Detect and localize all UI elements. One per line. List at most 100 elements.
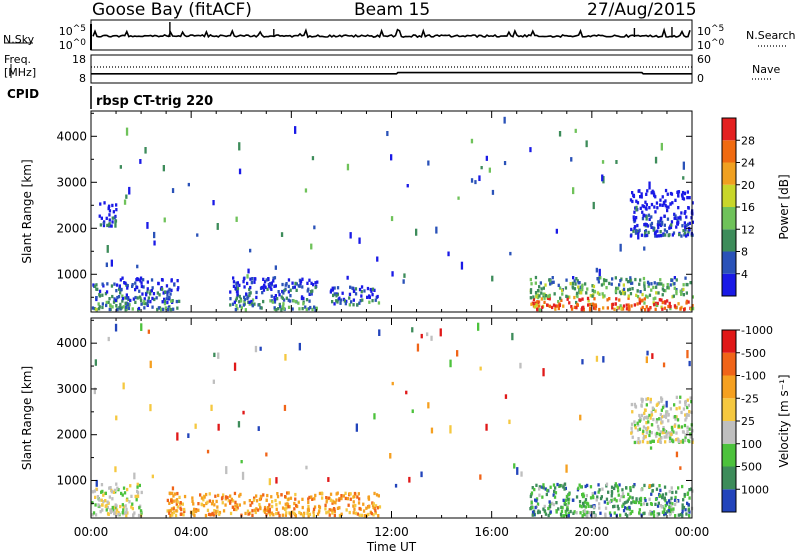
power-echo-cell — [331, 286, 334, 290]
power-echo-cell — [691, 201, 694, 205]
power-echo-cell — [659, 234, 663, 238]
velocity-echo-cell — [579, 414, 582, 421]
power-colorbar-segment — [722, 251, 736, 274]
velocity-echo-cell — [633, 483, 636, 487]
power-echo-cell — [311, 289, 314, 293]
power-echo-cell — [108, 297, 111, 301]
velocity-echo-cell — [263, 505, 267, 510]
velocity-echo-cell — [659, 430, 662, 434]
power-echo-cell — [666, 217, 670, 221]
velocity-echo-cell — [215, 499, 218, 504]
velocity-echo-cell — [625, 500, 628, 504]
power-echo-cell — [636, 295, 640, 299]
power-echo-cell — [248, 302, 251, 306]
power-echo-cell — [566, 297, 569, 301]
velocity-echo-cell — [686, 350, 689, 359]
power-echo-cell — [111, 305, 114, 309]
power-echo-cell — [113, 297, 116, 301]
power-echo-cell — [165, 297, 168, 301]
power-colorbar-tick-label: 20 — [741, 179, 755, 192]
power-echo-cell — [572, 276, 575, 280]
velocity-echo-cell — [551, 501, 554, 505]
power-echo-cell — [599, 276, 602, 280]
velocity-echo-cell — [183, 509, 186, 513]
velocity-echo-cell — [535, 497, 539, 501]
velocity-echo-cell — [293, 511, 296, 515]
power-echo-cell — [581, 297, 584, 301]
velocity-echo-cell — [669, 407, 672, 411]
velocity-echo-cell — [664, 415, 668, 419]
velocity-echo-cell — [172, 499, 175, 503]
velocity-echo-cell — [113, 488, 116, 492]
power-echo-cell — [679, 215, 682, 219]
velocity-echo-cell — [587, 504, 590, 508]
velocity-echo-cell — [684, 433, 687, 437]
velocity-echo-cell — [533, 513, 536, 517]
power-echo-cell — [540, 287, 543, 291]
power-echo-cell — [119, 302, 122, 307]
freq-panel-frame — [90, 54, 693, 84]
velocity-echo-cell — [115, 508, 119, 512]
power-echo-cell — [235, 216, 238, 222]
power-echo-cell — [683, 191, 687, 196]
velocity-echo-cell — [559, 483, 562, 488]
power-echo-cell — [238, 294, 241, 299]
power-echo-cell — [491, 189, 495, 195]
velocity-echo-cell — [295, 503, 298, 508]
power-echo-cell — [562, 304, 565, 308]
power-echo-cell — [661, 307, 664, 311]
velocity-echo-cell — [263, 510, 267, 514]
power-echo-cell — [268, 282, 272, 286]
power-echo-cell — [100, 216, 103, 220]
velocity-echo-cell — [209, 513, 212, 517]
velocity-echo-cell — [689, 435, 692, 439]
velocity-echo-cell — [639, 416, 642, 420]
power-echo-cell — [652, 301, 655, 305]
velocity-echo-cell — [286, 491, 289, 495]
velocity-echo-cell — [631, 410, 634, 414]
power-echo-cell — [121, 276, 124, 280]
cpid-text: rbsp CT-trig 220 — [96, 94, 214, 109]
power-echo-cell — [123, 199, 127, 205]
velocity-echo-cell — [126, 487, 129, 492]
velocity-echo-cell — [275, 477, 278, 484]
velocity-echo-cell — [658, 437, 661, 442]
power-echo-cell — [573, 295, 576, 300]
power-echo-cell — [535, 295, 538, 299]
power-echo-cell — [313, 305, 316, 309]
power-echo-cell — [625, 277, 628, 282]
power-echo-cell — [576, 302, 579, 307]
velocity-echo-cell — [661, 415, 664, 419]
velocity-echo-cell — [340, 496, 343, 501]
velocity-echo-cell — [113, 512, 116, 516]
power-ytick-label: 3000 — [56, 175, 87, 189]
velocity-echo-cell — [621, 492, 625, 496]
velocity-colorbar-segment — [722, 466, 736, 490]
power-echo-cell — [260, 286, 263, 290]
velocity-echo-cell — [171, 491, 174, 495]
power-echo-cell — [627, 296, 630, 300]
power-echo-cell — [167, 307, 170, 312]
velocity-echo-cell — [93, 489, 97, 493]
power-echo-cell — [648, 206, 651, 210]
power-echo-cell — [637, 189, 640, 193]
velocity-echo-cell — [632, 500, 635, 504]
velocity-echo-cell — [117, 513, 120, 517]
velocity-echo-cell — [638, 440, 642, 444]
velocity-plot-bg — [91, 318, 692, 518]
power-echo-cell — [262, 277, 265, 281]
power-echo-cell — [176, 306, 179, 310]
nave-label: Nave — [752, 63, 781, 76]
power-colorbar-tick-label: 16 — [741, 201, 755, 214]
power-echo-cell — [530, 282, 533, 286]
velocity-echo-cell — [566, 504, 569, 508]
power-echo-cell — [294, 281, 297, 286]
velocity-echo-cell — [672, 430, 675, 434]
velocity-echo-cell — [579, 511, 582, 515]
power-echo-cell — [243, 295, 246, 299]
velocity-echo-cell — [321, 496, 324, 500]
power-echo-cell — [533, 305, 536, 309]
power-echo-cell — [663, 306, 667, 310]
velocity-echo-cell — [654, 432, 657, 436]
power-echo-cell — [633, 218, 637, 222]
